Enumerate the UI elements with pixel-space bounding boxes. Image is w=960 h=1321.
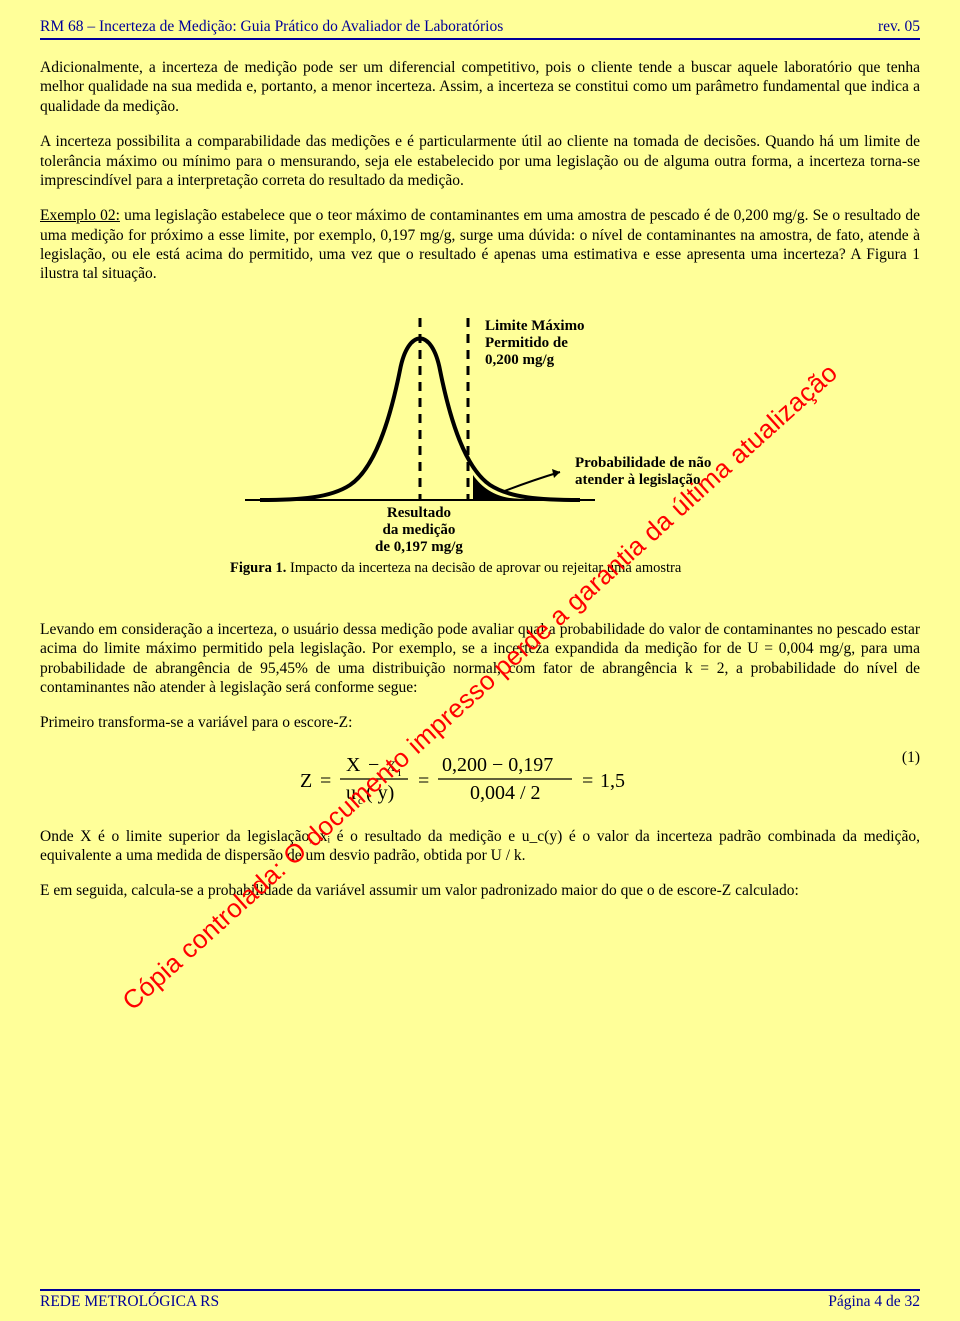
page: RM 68 – Incerteza de Medição: Guia Práti… [0, 0, 960, 1321]
svg-text:X: X [346, 754, 361, 776]
example-label: Exemplo 02: [40, 207, 120, 224]
probability-label-line1: Probabilidade de não [575, 455, 711, 472]
result-label-line1: Resultado [375, 505, 463, 522]
result-label: Resultado da medição de 0,197 mg/g [375, 505, 463, 557]
page-header: RM 68 – Incerteza de Medição: Guia Práti… [40, 18, 920, 40]
probability-label: Probabilidade de não atender à legislaçã… [575, 455, 711, 490]
equation-1: Z = X − x i u c ( y) = 0,200 − 0,197 0,0… [40, 749, 920, 809]
figure-1: Limite Máximo Permitido de 0,200 mg/g Pr… [40, 300, 920, 570]
probability-label-line2: atender à legislação [575, 472, 711, 489]
paragraph-3: Exemplo 02: uma legislação estabelece qu… [40, 206, 920, 284]
limit-label-line1: Limite Máximo [485, 318, 585, 335]
svg-text:=: = [582, 770, 593, 792]
figure-caption: Figura 1. Impacto da incerteza na decisã… [230, 560, 681, 577]
paragraph-7: E em seguida, calcula-se a probabilidade… [40, 881, 920, 900]
equation-svg: Z = X − x i u c ( y) = 0,200 − 0,197 0,0… [290, 749, 670, 809]
footer-left: REDE METROLÓGICA RS [40, 1293, 219, 1311]
limit-label: Limite Máximo Permitido de 0,200 mg/g [485, 318, 585, 370]
svg-text:1,5: 1,5 [600, 770, 625, 792]
header-title: RM 68 – Incerteza de Medição: Guia Práti… [40, 18, 503, 36]
figure-caption-bold: Figura 1. [230, 560, 286, 576]
svg-text:=: = [418, 770, 429, 792]
svg-text:( y): ( y) [366, 782, 394, 804]
result-label-line3: de 0,197 mg/g [375, 539, 463, 556]
header-revision: rev. 05 [878, 18, 920, 36]
svg-text:0,004 / 2: 0,004 / 2 [470, 782, 541, 804]
limit-label-line3: 0,200 mg/g [485, 352, 585, 369]
paragraph-3-body: uma legislação estabelece que o teor máx… [40, 207, 920, 282]
paragraph-1: Adicionalmente, a incerteza de medição p… [40, 58, 920, 116]
svg-text:c: c [358, 795, 363, 807]
paragraph-6: Onde X é o limite superior da legislação… [40, 827, 920, 866]
svg-text:u: u [346, 782, 356, 804]
svg-text:0,200 − 0,197: 0,200 − 0,197 [442, 754, 553, 776]
svg-text:x: x [386, 754, 396, 776]
paragraph-2: A incerteza possibilita a comparabilidad… [40, 132, 920, 190]
svg-text:i: i [398, 767, 401, 779]
footer-right: Página 4 de 32 [828, 1293, 920, 1311]
limit-label-line2: Permitido de [485, 335, 585, 352]
equation-number: (1) [902, 749, 920, 767]
paragraph-4: Levando em consideração a incerteza, o u… [40, 620, 920, 698]
page-footer: REDE METROLÓGICA RS Página 4 de 32 [40, 1289, 920, 1311]
svg-text:=: = [320, 770, 331, 792]
paragraph-5: Primeiro transforma-se a variável para o… [40, 713, 920, 732]
result-label-line2: da medição [375, 522, 463, 539]
figure-caption-rest: Impacto da incerteza na decisão de aprov… [286, 560, 681, 576]
svg-text:Z: Z [300, 770, 312, 792]
svg-text:−: − [368, 754, 379, 776]
